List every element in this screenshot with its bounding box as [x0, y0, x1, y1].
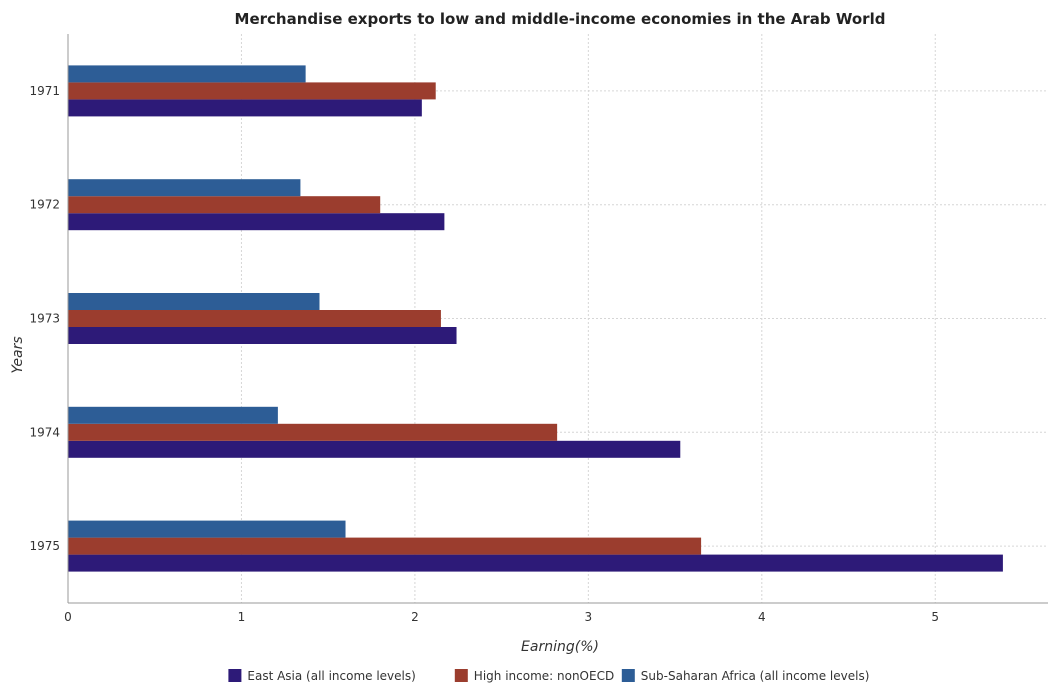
bar — [68, 99, 422, 117]
bar — [68, 440, 681, 458]
y-tick-label: 1972 — [29, 198, 60, 212]
y-axis-label: Years — [10, 336, 26, 373]
bar — [68, 293, 320, 310]
bar — [68, 179, 301, 197]
legend-swatch — [228, 669, 242, 682]
bar — [68, 213, 445, 231]
x-tick-label: 5 — [931, 610, 939, 624]
legend-swatch — [621, 669, 635, 682]
bar — [68, 82, 436, 100]
x-tick-label: 0 — [64, 610, 72, 624]
y-tick-label: 1973 — [29, 312, 60, 326]
y-tick-label: 1971 — [29, 84, 60, 98]
legend-label: Sub-Saharan Africa (all income levels) — [641, 669, 870, 683]
bar — [68, 423, 558, 441]
x-tick-label: 3 — [585, 610, 593, 624]
chart-title: Merchandise exports to low and middle-in… — [235, 10, 886, 28]
bar — [68, 520, 346, 538]
legend: East Asia (all income levels) High income… — [228, 669, 869, 683]
x-axis-label: Earning(%) — [521, 639, 599, 655]
legend-label: East Asia (all income levels) — [247, 669, 415, 683]
bar — [68, 537, 702, 555]
x-tick-label: 4 — [758, 610, 766, 624]
x-tick-label: 2 — [411, 610, 419, 624]
bar — [68, 327, 457, 344]
legend-label: High income: nonOECD — [474, 669, 614, 683]
bar — [68, 310, 441, 327]
y-tick-label: 1975 — [29, 539, 60, 553]
x-tick-label: 1 — [238, 610, 246, 624]
legend-swatch — [454, 669, 468, 682]
plot-area: 0 1 2 3 4 5 1971 1972 1973 1974 1975 — [29, 34, 1048, 624]
bar — [68, 554, 1003, 572]
bar — [68, 65, 306, 83]
y-tick-label: 1974 — [29, 425, 60, 439]
bar — [68, 406, 278, 424]
bar — [68, 196, 381, 214]
